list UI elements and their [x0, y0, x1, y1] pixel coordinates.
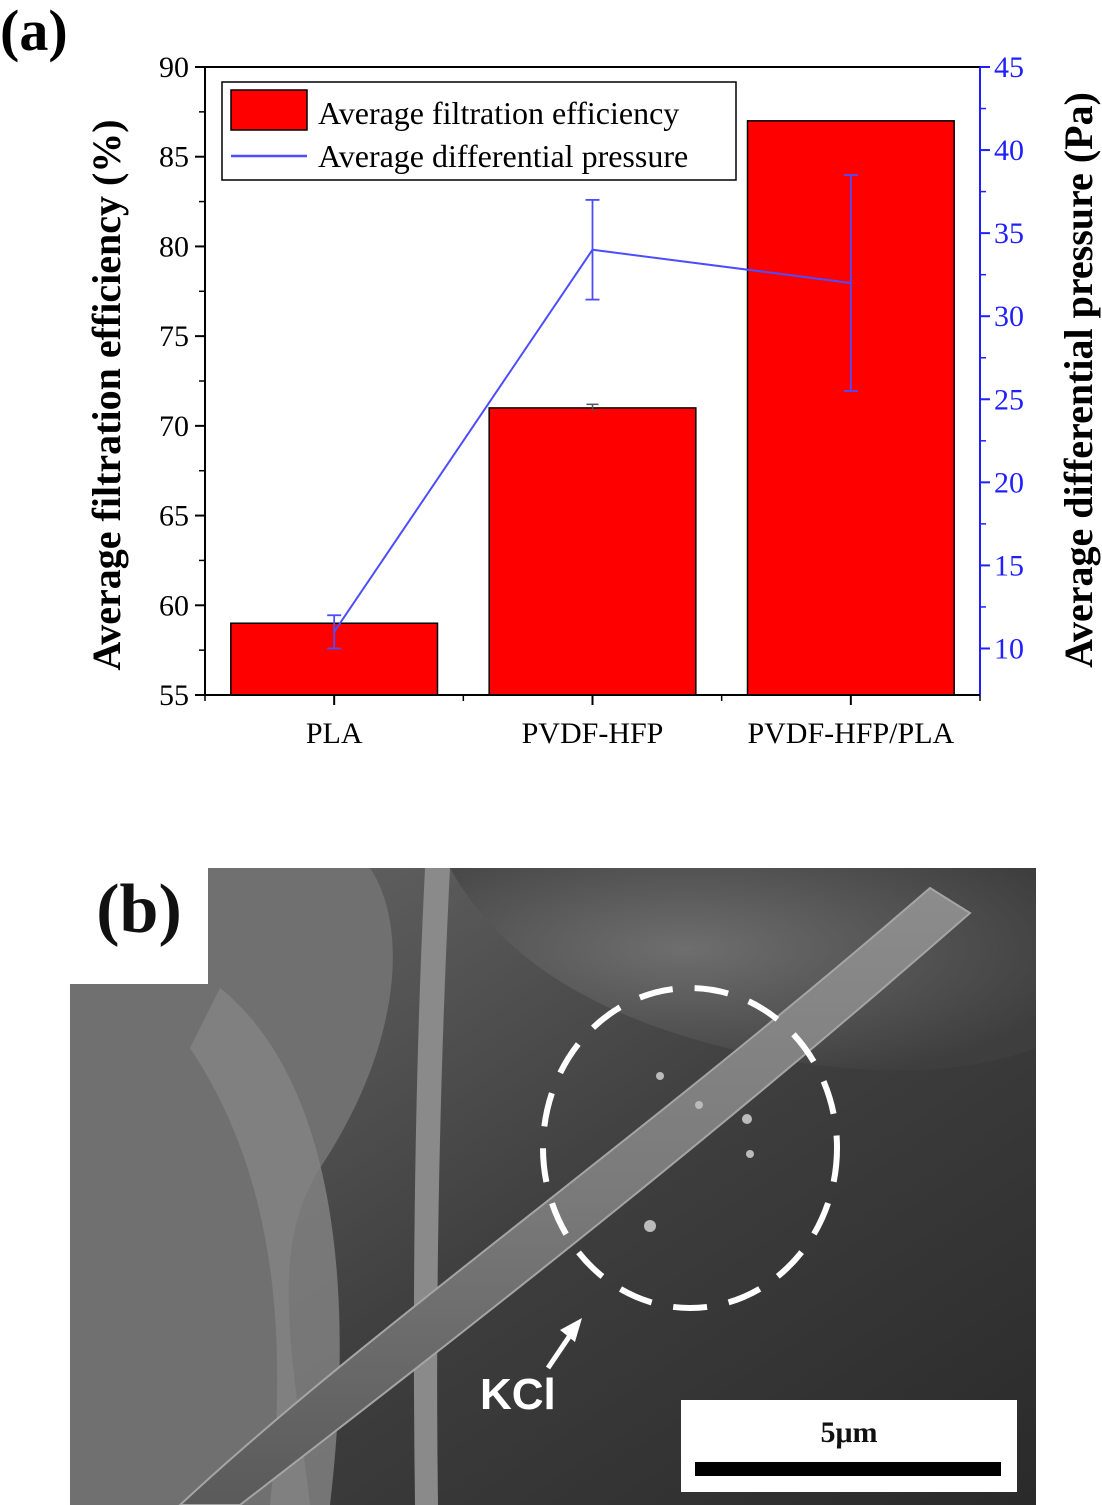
- left-tick-label: 70: [159, 410, 189, 443]
- sem-top-blob: [450, 868, 1036, 1071]
- left-tick-label: 80: [159, 230, 189, 263]
- kcl-particle: [742, 1114, 752, 1124]
- bar: [488, 407, 697, 696]
- right-tick-label: 10: [994, 632, 1024, 665]
- right-tick-label: 20: [994, 466, 1024, 499]
- sem-main-fiber: [178, 886, 972, 1505]
- left-tick-label: 60: [159, 589, 189, 622]
- left-axis: 55 60 65 70 75 80 85 90: [159, 51, 206, 712]
- right-tick-label: 15: [994, 549, 1024, 582]
- kcl-particle: [656, 1072, 664, 1080]
- scale-bar: [695, 1462, 1001, 1476]
- panel-b-label: (b): [96, 871, 182, 948]
- sem-micrograph: [70, 868, 1036, 1505]
- line-series: [327, 174, 858, 650]
- legend-bar-swatch: [230, 89, 308, 131]
- scale-bar-box: 5μm: [681, 1400, 1017, 1492]
- highlight-dashed-circle: [540, 985, 840, 1311]
- right-tick-label: 35: [994, 217, 1024, 250]
- x-tick-label: PVDF-HFP: [522, 717, 664, 750]
- x-tick-label: PLA: [306, 717, 363, 750]
- x-tick-label: PVDF-HFP/PLA: [747, 717, 954, 750]
- kcl-arrow-head: [560, 1318, 582, 1342]
- legend-line-label: Average differential pressure: [318, 138, 688, 174]
- y2-axis-title: Average differential pressure (Pa): [1056, 92, 1101, 668]
- left-tick-label: 65: [159, 500, 189, 533]
- left-tick-label: 85: [159, 141, 189, 174]
- left-tick-label: 55: [159, 679, 189, 712]
- kcl-particle: [644, 1220, 656, 1232]
- right-tick-label: 25: [994, 383, 1024, 416]
- sem-left-blob: [70, 868, 393, 1505]
- panel-a-label: (a): [0, 0, 68, 63]
- kcl-particle: [695, 1101, 703, 1109]
- panel-b-label-box: (b): [70, 868, 208, 984]
- right-tick-label: 40: [994, 134, 1024, 167]
- kcl-particle: [746, 1150, 754, 1158]
- kcl-annotation: KCl: [480, 1370, 556, 1419]
- chart-figure: (a) 55 60 65 70 75 80 85 90 10 15 20 25 30 35 40 45 PL…: [0, 0, 1101, 750]
- x-axis: PLA PVDF-HFP PVDF-HFP/PLA: [204, 694, 981, 750]
- right-tick-label: 45: [994, 51, 1024, 84]
- y-axis-title: Average filtration efficiency (%): [84, 119, 129, 670]
- right-tick-label: 30: [994, 300, 1024, 333]
- scale-bar-label: 5μm: [820, 1416, 878, 1449]
- legend: Average filtration efficiency Average di…: [221, 81, 737, 181]
- left-tick-label: 75: [159, 320, 189, 353]
- legend-bar-label: Average filtration efficiency: [318, 95, 679, 131]
- left-tick-label: 90: [159, 51, 189, 84]
- sem-image: [70, 868, 1036, 1505]
- right-axis: 10 15 20 25 30 35 40 45: [979, 51, 1024, 695]
- sem-left-fold: [190, 988, 340, 1505]
